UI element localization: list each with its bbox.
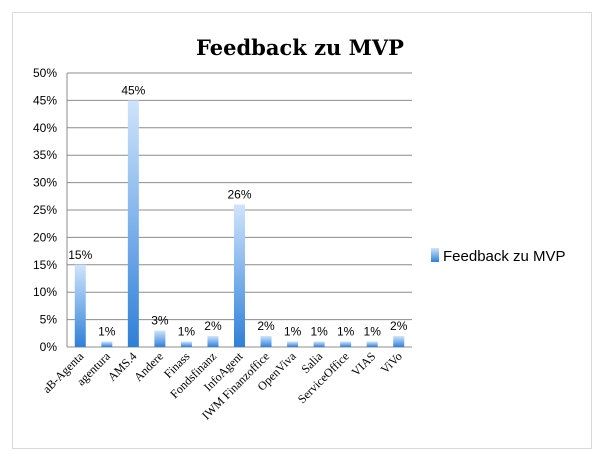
bar [287,341,299,347]
chart-title: Feedback zu MVP [196,35,404,60]
data-label: 2% [204,319,222,333]
data-label: 3% [151,314,169,328]
x-tick-label: VIAS [349,349,379,379]
bar [180,341,192,347]
data-label: 26% [227,188,251,202]
bar [340,341,352,347]
data-label: 1% [310,325,328,339]
y-tick-label: 50% [33,66,57,80]
bar [260,336,272,347]
y-tick-label: 5% [40,313,58,327]
bar [207,336,219,347]
x-tick-label: ViVo [378,349,405,376]
data-label: 1% [364,325,382,339]
data-label: 1% [337,325,355,339]
data-label: 45% [121,83,145,97]
y-tick-label: 25% [33,203,57,217]
y-tick-label: 20% [33,230,57,244]
data-label: 1% [284,325,302,339]
bar [313,341,325,347]
y-tick-label: 35% [33,148,57,162]
chart-frame [12,12,592,449]
bar [366,341,378,347]
legend: Feedback zu MVP [431,248,566,265]
bar [393,336,405,347]
bar [234,204,245,347]
bar [74,264,86,347]
bar [101,341,113,347]
y-tick-label: 0% [40,340,58,354]
legend-label: Feedback zu MVP [443,248,566,265]
legend-swatch [431,248,439,262]
x-tick-label: Andere [131,349,166,384]
bar [154,330,166,347]
data-label: 15% [68,248,92,262]
data-label: 1% [98,325,116,339]
y-tick-label: 30% [33,176,57,190]
y-tick-label: 10% [33,285,57,299]
bar [127,100,139,348]
y-tick-label: 15% [33,258,57,272]
data-label: 2% [257,319,275,333]
y-tick-label: 45% [33,93,57,107]
data-label: 1% [178,325,196,339]
data-label: 2% [390,319,408,333]
y-tick-label: 40% [33,121,57,135]
